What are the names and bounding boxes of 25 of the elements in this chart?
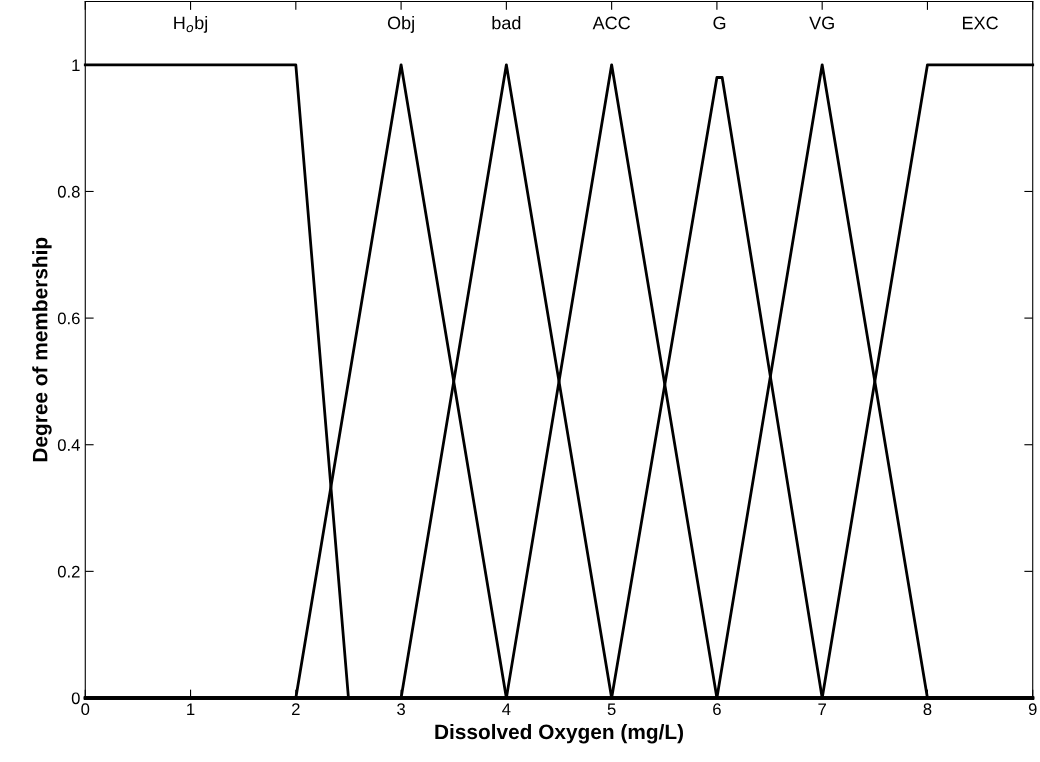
x-tick-label: 6 [713, 703, 721, 716]
y-tick-label: 0.4 [57, 439, 80, 451]
y-tick-label: 0.2 [57, 565, 80, 578]
x-tick-label: 7 [818, 703, 826, 715]
legend-label: ACC [592, 16, 631, 30]
y-tick-label: 1 [72, 59, 80, 71]
x-tick-label: 0 [81, 703, 90, 716]
x-axis-title: Dissolved Oxygen (mg/L) [435, 723, 683, 744]
legend-label: VG [809, 16, 834, 30]
x-tick-label: 3 [397, 703, 405, 716]
legend-label: Obj [387, 16, 414, 33]
x-tick-label: 4 [502, 703, 511, 715]
legend-label: G [713, 16, 726, 30]
y-tick-label: 0.6 [57, 312, 80, 325]
x-tick-label: 9 [1028, 703, 1037, 716]
legend-label: H$_{o}$bj [174, 16, 208, 33]
y-tick-label: 0.8 [57, 185, 80, 198]
x-tick-label: 2 [292, 703, 300, 715]
x-tick-label: 8 [923, 703, 932, 716]
x-tick-label: 1 [187, 703, 195, 715]
series-label: EXC [963, 16, 998, 30]
x-tick-label: 5 [607, 703, 616, 716]
y-tick-label: 0 [71, 692, 80, 705]
legend-label: bad [492, 16, 521, 30]
y-axis-title: Degree of membership [32, 237, 52, 462]
